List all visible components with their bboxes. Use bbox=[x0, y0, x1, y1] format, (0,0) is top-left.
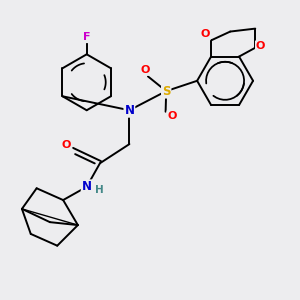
Text: O: O bbox=[167, 111, 177, 121]
Text: H: H bbox=[95, 185, 103, 195]
Text: O: O bbox=[200, 29, 210, 40]
Text: N: N bbox=[82, 180, 92, 193]
Text: O: O bbox=[62, 140, 71, 150]
Text: S: S bbox=[162, 85, 170, 98]
Text: O: O bbox=[256, 41, 265, 51]
Text: N: N bbox=[124, 104, 134, 117]
Text: O: O bbox=[140, 65, 150, 75]
Text: F: F bbox=[83, 32, 90, 42]
